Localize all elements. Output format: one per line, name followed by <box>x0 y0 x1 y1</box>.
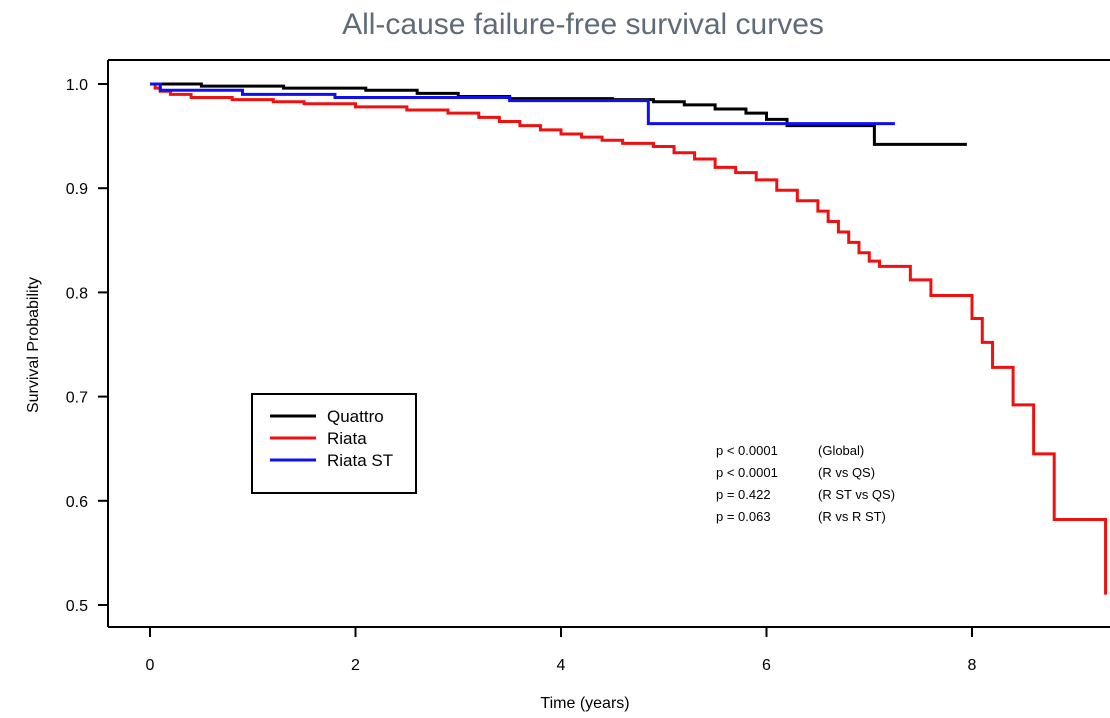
x-axis-label: Time (years) <box>540 695 629 712</box>
y-tick-label: 0.6 <box>66 494 88 511</box>
legend-label-riata-st: Riata ST <box>327 451 393 470</box>
y-tick-label: 0.7 <box>66 390 88 407</box>
p-value-stat: p < 0.0001 <box>716 465 778 480</box>
y-tick-label: 0.5 <box>66 598 88 615</box>
curve-riata-st <box>150 82 895 126</box>
p-value-comparison: (Global) <box>818 443 864 458</box>
p-value-stat: p < 0.0001 <box>716 443 778 458</box>
legend-box <box>251 393 417 494</box>
x-tick-label: 4 <box>557 657 566 674</box>
p-value-stat: p = 0.063 <box>716 509 771 524</box>
y-tick-label: 0.8 <box>66 285 88 302</box>
y-tick-label: 0.9 <box>66 181 88 198</box>
legend: Quattro Riata Riata ST <box>251 393 417 494</box>
x-tick-label: 8 <box>968 657 977 674</box>
p-value-comparison: (R vs R ST) <box>818 509 886 524</box>
legend-label-quattro: Quattro <box>327 407 384 426</box>
p-value-comparison: (R ST vs QS) <box>818 487 895 502</box>
axes-frame <box>107 59 1110 628</box>
p-value-stat: p = 0.422 <box>716 487 771 502</box>
x-tick-label: 6 <box>762 657 771 674</box>
x-tick-label: 2 <box>351 657 360 674</box>
legend-label-riata: Riata <box>327 429 367 448</box>
y-tick-label: 1.0 <box>66 77 88 94</box>
y-axis-label: Survival Probability <box>25 277 42 413</box>
p-value-annotations: p < 0.0001 (Global) p < 0.0001 (R vs QS) p =… <box>716 443 895 524</box>
x-axis: 0 2 4 6 8 <box>146 627 977 674</box>
curve-riata <box>150 82 1108 595</box>
chart-title: All-cause failure-free survival curves <box>342 8 824 41</box>
y-axis: 0.5 0.6 0.7 0.8 0.9 1.0 <box>66 77 108 615</box>
survival-curves <box>150 82 1108 595</box>
x-tick-label: 0 <box>146 657 155 674</box>
p-value-comparison: (R vs QS) <box>818 465 875 480</box>
